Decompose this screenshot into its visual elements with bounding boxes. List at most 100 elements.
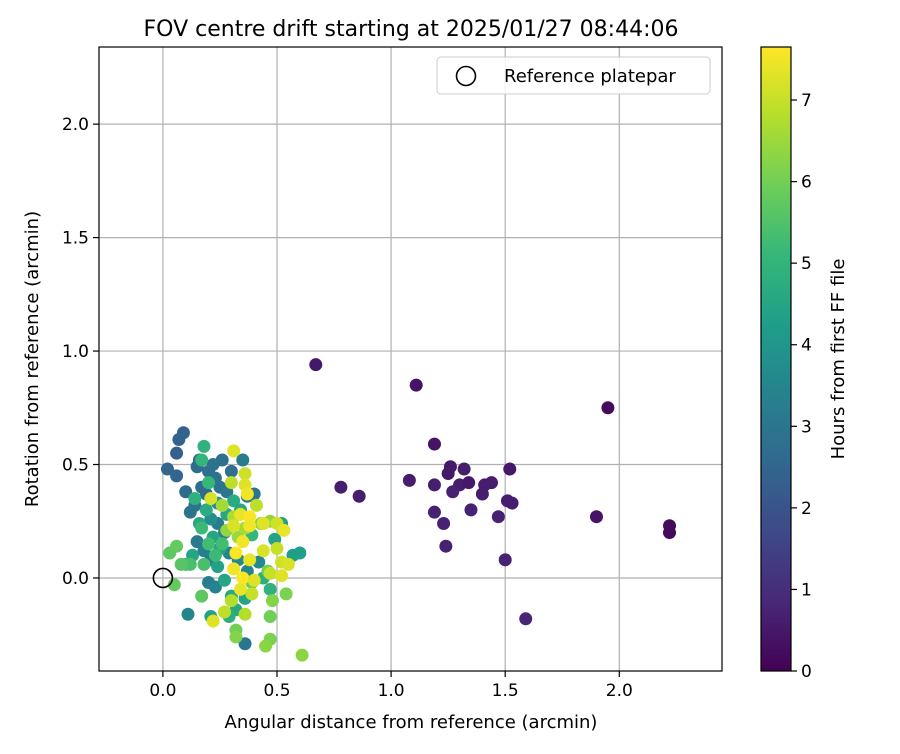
scatter-point bbox=[218, 605, 232, 619]
scatter-point bbox=[238, 467, 252, 481]
scatter-point bbox=[227, 562, 241, 576]
scatter-point bbox=[256, 544, 270, 558]
colorbar bbox=[760, 46, 792, 672]
scatter-point bbox=[519, 612, 533, 626]
scatter-point bbox=[275, 569, 289, 583]
scatter-point bbox=[172, 433, 186, 447]
scatter-point bbox=[446, 485, 460, 499]
scatter-point bbox=[179, 485, 193, 499]
x-tick-label: 0.5 bbox=[263, 681, 290, 701]
scatter-point bbox=[263, 582, 277, 596]
scatter-point bbox=[295, 648, 309, 662]
legend: Reference platepar bbox=[436, 56, 711, 95]
colorbar-tick-label: 5 bbox=[801, 254, 812, 274]
scatter-point bbox=[437, 517, 451, 531]
scatter-point bbox=[475, 487, 489, 501]
scatter-point bbox=[498, 553, 512, 567]
scatter-point bbox=[208, 580, 222, 594]
colorbar-tick-label: 7 bbox=[801, 91, 812, 111]
scatter-point bbox=[208, 548, 222, 562]
plot-frame bbox=[98, 46, 723, 672]
scatter-point bbox=[402, 473, 416, 487]
y-tick-label: 0.5 bbox=[62, 456, 89, 476]
scatter-point bbox=[227, 444, 241, 458]
y-tick-label: 1.5 bbox=[62, 229, 89, 249]
scatter-point bbox=[352, 489, 366, 503]
colorbar-tick-label: 4 bbox=[801, 336, 812, 356]
scatter-point bbox=[195, 521, 209, 535]
scatter-point bbox=[243, 510, 257, 524]
reference-marker-layer bbox=[152, 567, 174, 589]
colorbar-tick-label: 0 bbox=[801, 662, 812, 682]
y-tick-label: 1.0 bbox=[62, 342, 89, 362]
scatter-point bbox=[211, 560, 225, 574]
colorbar-label: Hours from first FF file bbox=[828, 259, 849, 460]
scatter-point bbox=[427, 478, 441, 492]
scatter-point bbox=[281, 557, 295, 571]
scatter-point bbox=[243, 553, 257, 567]
reference-platepar-marker bbox=[152, 567, 174, 589]
colorbar-ticks: 0 1 2 3 4 5 6 7 bbox=[791, 91, 812, 682]
scatter-point bbox=[464, 503, 478, 517]
scatter-point bbox=[202, 476, 216, 490]
scatter-point bbox=[485, 476, 499, 490]
scatter-point bbox=[188, 492, 202, 506]
scatter-point bbox=[170, 469, 184, 483]
scatter-point bbox=[247, 573, 261, 587]
x-tick-label: 1.0 bbox=[378, 681, 405, 701]
scatter-point bbox=[505, 496, 519, 510]
scatter-point bbox=[236, 571, 250, 585]
scatter-point bbox=[218, 573, 232, 587]
scatter-point bbox=[589, 510, 603, 524]
scatter-point bbox=[199, 503, 213, 517]
scatter-point bbox=[243, 519, 257, 533]
scatter-point bbox=[195, 453, 209, 467]
scatter-point bbox=[270, 541, 284, 555]
scatter-point bbox=[206, 614, 220, 628]
scatter-point bbox=[263, 566, 277, 580]
scatter-point bbox=[491, 510, 505, 524]
scatter-point bbox=[427, 505, 441, 519]
scatter-point bbox=[309, 358, 323, 372]
scatter-point bbox=[215, 498, 229, 512]
colorbar-tick-label: 2 bbox=[801, 499, 812, 519]
scatter-point bbox=[224, 464, 238, 478]
scatter-point bbox=[427, 437, 441, 451]
scatter-point bbox=[263, 610, 277, 624]
scatter-point bbox=[249, 498, 263, 512]
scatter-point bbox=[259, 639, 273, 653]
scatter-point bbox=[279, 587, 293, 601]
x-tick-label: 2.0 bbox=[606, 681, 633, 701]
scatter-point bbox=[190, 535, 204, 549]
colorbar-tick-label: 1 bbox=[801, 580, 812, 600]
legend-label: Reference platepar bbox=[504, 66, 676, 87]
scatter-points bbox=[160, 358, 677, 662]
scatter-point bbox=[197, 557, 211, 571]
scatter-point bbox=[195, 589, 209, 603]
y-tick-label: 2.0 bbox=[62, 115, 89, 135]
scatter-point bbox=[229, 546, 243, 560]
scatter-point bbox=[170, 446, 184, 460]
scatter-point bbox=[236, 535, 250, 549]
colorbar-tick-label: 6 bbox=[801, 173, 812, 193]
scatter-point bbox=[227, 494, 241, 508]
scatter-point bbox=[443, 460, 457, 474]
scatter-point bbox=[503, 462, 517, 476]
legend-reference-marker bbox=[455, 65, 477, 87]
scatter-point bbox=[181, 607, 195, 621]
scatter-point bbox=[227, 519, 241, 533]
scatter-point bbox=[439, 539, 453, 553]
scatter-point bbox=[224, 476, 238, 490]
scatter-point bbox=[240, 487, 254, 501]
scatter-point bbox=[174, 557, 188, 571]
y-axis-label: Rotation from reference (arcmin) bbox=[22, 211, 43, 507]
scatter-point bbox=[256, 517, 270, 531]
scatter-point bbox=[224, 594, 238, 608]
scatter-point bbox=[462, 476, 476, 490]
scatter-point bbox=[233, 582, 247, 596]
x-axis-ticks: 0.0 0.5 1.0 1.5 2.0 bbox=[149, 671, 633, 701]
scatter-point bbox=[663, 526, 677, 540]
legend-box bbox=[436, 56, 711, 95]
scatter-point bbox=[204, 492, 218, 506]
